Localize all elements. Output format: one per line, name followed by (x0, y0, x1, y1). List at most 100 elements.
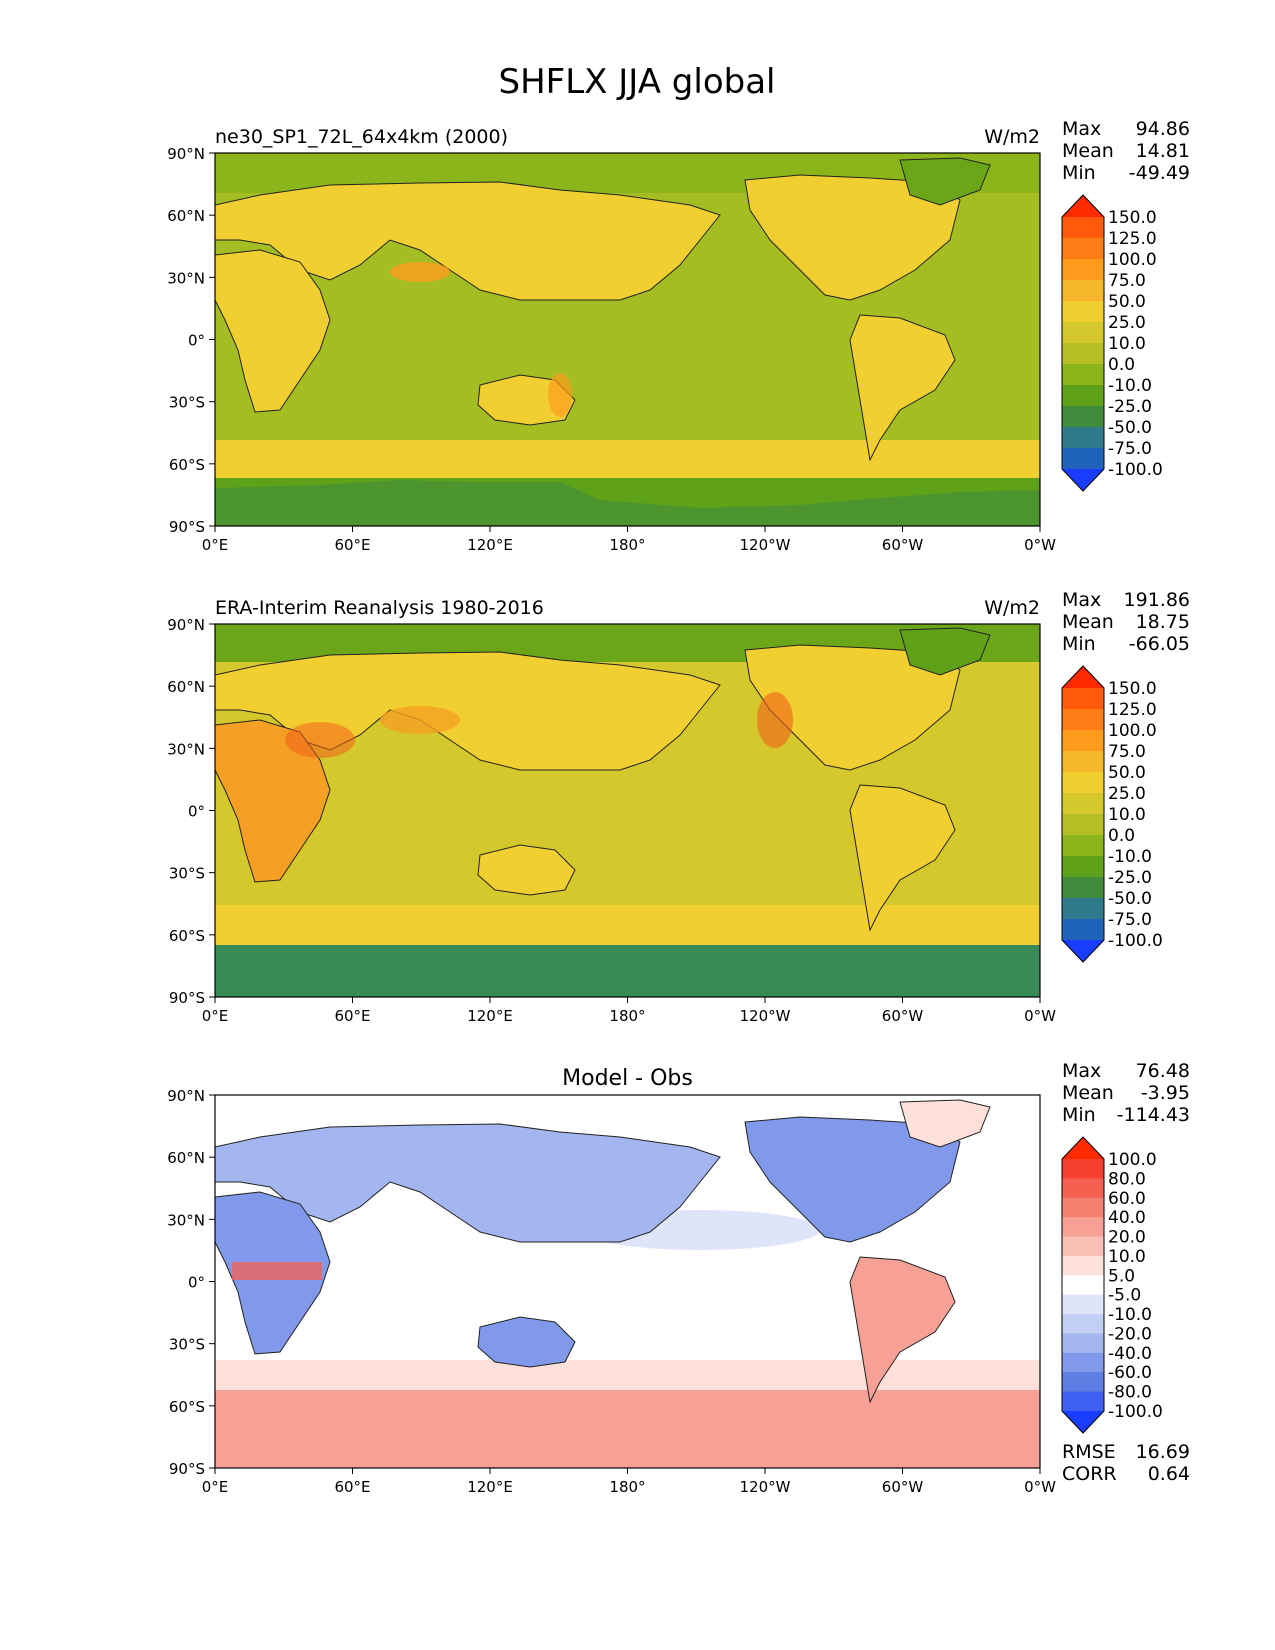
y-tick-label: 30°N (167, 1211, 205, 1229)
colorbar-level-label: 75.0 (1108, 271, 1146, 291)
colorbar-segment (1062, 322, 1104, 344)
southern-ocean-band (215, 440, 1040, 478)
colorbar-segment (1062, 835, 1104, 857)
heat-spot-middle-east (285, 722, 355, 758)
colorbar-segment (1062, 1178, 1104, 1199)
colorbar-segment (1062, 751, 1104, 773)
stat-value: -66.05 (1129, 633, 1190, 655)
colorbar-segment (1062, 730, 1104, 752)
colorbar-level-label: 25.0 (1108, 784, 1146, 804)
colorbar-level-label: -20.0 (1108, 1324, 1152, 1344)
colorbar-level-label: -5.0 (1108, 1286, 1141, 1306)
colorbar-segment (1062, 1294, 1104, 1315)
antarctica (215, 945, 1040, 997)
stat-label: Min (1062, 162, 1096, 184)
continents (215, 157, 991, 462)
stat-label: Max (1062, 1060, 1101, 1082)
colorbar-outline (1061, 1136, 1105, 1434)
continent-south-america (849, 314, 956, 462)
dynamic-layer: ne30_SP1_72L_64x4km (2000) W/m2 90°N 60°N 30… (167, 118, 1190, 1496)
colorbar-level-label: 50.0 (1108, 763, 1146, 783)
map-diff (215, 1095, 1040, 1468)
y-tick-label: 90°S (169, 989, 205, 1007)
colorbar-level-label: -10.0 (1108, 1305, 1152, 1325)
colorbar-level-label: 100.0 (1108, 250, 1157, 270)
colorbar-segment (1062, 898, 1104, 920)
colorbar-level-label: -10.0 (1108, 847, 1152, 867)
stat-value: 191.86 (1124, 589, 1190, 611)
stat-value: 76.48 (1136, 1060, 1190, 1082)
heat-spot-tibet (390, 262, 450, 282)
colorbar-segment (1062, 772, 1104, 794)
southern-ocean-band-light (215, 1360, 1040, 1390)
colorbar-level-label: 60.0 (1108, 1189, 1146, 1209)
colorbar-level-label: -100.0 (1108, 931, 1163, 951)
x-tick-label: 120°E (467, 1478, 513, 1496)
colorbar-level-label: 5.0 (1108, 1266, 1135, 1286)
map-model (215, 153, 1040, 526)
y-tick-label: 30°S (169, 1336, 205, 1354)
colorbar-level-label: -10.0 (1108, 376, 1152, 396)
colorbar-level-label: -60.0 (1108, 1363, 1152, 1383)
x-tick-label: 0°W (1024, 1007, 1056, 1025)
antarctic-coast-dark (215, 480, 1040, 526)
colorbar-level-label: 10.0 (1108, 1247, 1146, 1267)
panel-model (214, 152, 1041, 527)
colorbar-outline (1061, 665, 1105, 963)
x-tick-label: 0°E (202, 1007, 229, 1025)
colorbar-level-label: 125.0 (1108, 700, 1157, 720)
x-tick-label: 60°E (334, 1478, 370, 1496)
panel-units: W/m2 (984, 126, 1040, 148)
stat-value: 94.86 (1136, 118, 1190, 140)
colorbar-level-label: 100.0 (1108, 1150, 1157, 1170)
panel-2-annotations (209, 1094, 1041, 1474)
continent-south-america (849, 1256, 956, 1404)
y-tick-label: 90°S (169, 1460, 205, 1478)
x-tick-label: 180° (609, 1007, 645, 1025)
stat-value: 16.69 (1136, 1441, 1190, 1463)
colorbar-segment (1062, 259, 1104, 281)
colorbar-segment (1062, 1333, 1104, 1354)
panel-obs (214, 623, 1041, 998)
x-tick-label: 120°W (740, 1478, 791, 1496)
x-tick-label: 0°W (1024, 536, 1056, 554)
colorbar-segment (1062, 877, 1104, 899)
continent-south-america (849, 784, 956, 932)
panel-center-title: Model - Obs (562, 1066, 693, 1091)
southern-ocean-band (215, 1390, 1040, 1468)
panel-left-title: ne30_SP1_72L_64x4km (2000) (215, 126, 508, 148)
x-tick-label: 60°E (334, 536, 370, 554)
x-tick-label: 60°E (334, 1007, 370, 1025)
y-tick-label: 90°N (167, 145, 205, 163)
stat-value: -114.43 (1117, 1104, 1190, 1126)
colorbar-level-label: 100.0 (1108, 721, 1157, 741)
y-tick-label: 60°S (169, 927, 205, 945)
colorbar-level-label: -75.0 (1108, 439, 1152, 459)
stat-value: 14.81 (1136, 140, 1190, 162)
colorbar-segment (1062, 1372, 1104, 1393)
colorbar-level-label: 125.0 (1108, 229, 1157, 249)
stat-label: RMSE (1062, 1441, 1116, 1463)
stat-value: 18.75 (1136, 611, 1190, 633)
colorbar-level-label: -25.0 (1108, 397, 1152, 417)
colorbar (1061, 194, 1105, 492)
figure-title: SHFLX JJA global (499, 62, 776, 102)
y-tick-label: 30°N (167, 269, 205, 287)
colorbar-level-label: 50.0 (1108, 292, 1146, 312)
stat-label: CORR (1062, 1463, 1117, 1485)
colorbar-segment (1062, 1197, 1104, 1218)
x-tick-label: 180° (609, 1478, 645, 1496)
continent-north-america (744, 174, 961, 301)
colorbar-segment (1062, 1391, 1104, 1412)
colorbar (1061, 665, 1105, 963)
stat-label: Mean (1062, 611, 1114, 633)
panel-left-title: ERA-Interim Reanalysis 1980-2016 (215, 597, 544, 619)
x-tick-label: 60°W (882, 536, 924, 554)
panel-units: W/m2 (984, 597, 1040, 619)
map-obs (215, 624, 1040, 997)
stat-label: Max (1062, 118, 1101, 140)
colorbar-segment (1062, 1314, 1104, 1334)
colorbar-level-label: -80.0 (1108, 1383, 1152, 1403)
colorbar-extend-top (1062, 666, 1104, 688)
y-tick-label: 0° (188, 332, 205, 350)
